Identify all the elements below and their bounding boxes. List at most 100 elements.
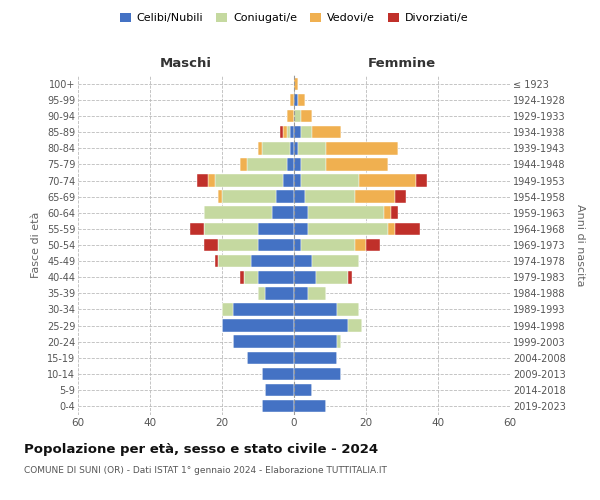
Bar xyxy=(287,110,294,122)
Bar xyxy=(233,303,294,316)
Bar xyxy=(215,255,218,268)
Bar xyxy=(294,400,326,412)
Bar xyxy=(262,368,294,380)
Bar xyxy=(272,206,294,219)
Bar xyxy=(294,238,301,252)
Y-axis label: Fasce di età: Fasce di età xyxy=(31,212,41,278)
Bar xyxy=(290,126,294,138)
Bar xyxy=(265,287,294,300)
Bar xyxy=(265,384,294,396)
Bar xyxy=(204,222,258,235)
Bar xyxy=(301,126,312,138)
Text: Popolazione per età, sesso e stato civile - 2024: Popolazione per età, sesso e stato civil… xyxy=(24,442,378,456)
Bar xyxy=(294,271,316,283)
Bar xyxy=(258,287,265,300)
Bar xyxy=(312,126,341,138)
Bar xyxy=(233,336,294,348)
Bar xyxy=(218,190,222,203)
Bar xyxy=(222,190,276,203)
Bar xyxy=(208,174,215,187)
Bar xyxy=(258,142,262,154)
Bar xyxy=(294,303,337,316)
Bar xyxy=(294,336,337,348)
Bar xyxy=(222,320,294,332)
Bar xyxy=(388,222,395,235)
Bar xyxy=(416,174,427,187)
Bar xyxy=(308,287,326,300)
Bar xyxy=(337,336,341,348)
Bar xyxy=(294,126,301,138)
Bar xyxy=(294,255,312,268)
Bar xyxy=(355,238,366,252)
Bar xyxy=(395,190,406,203)
Bar xyxy=(294,206,308,219)
Bar xyxy=(312,255,359,268)
Text: Maschi: Maschi xyxy=(160,57,212,70)
Legend: Celibi/Nubili, Coniugati/e, Vedovi/e, Divorziati/e: Celibi/Nubili, Coniugati/e, Vedovi/e, Di… xyxy=(115,8,473,28)
Bar xyxy=(276,190,294,203)
Bar xyxy=(215,174,283,187)
Bar xyxy=(366,238,380,252)
Text: Femmine: Femmine xyxy=(368,57,436,70)
Bar xyxy=(326,142,398,154)
Bar xyxy=(294,190,305,203)
Bar xyxy=(294,142,298,154)
Bar xyxy=(204,238,218,252)
Bar xyxy=(294,78,298,90)
Bar xyxy=(294,174,301,187)
Bar xyxy=(301,110,312,122)
Bar xyxy=(294,352,337,364)
Bar xyxy=(218,255,251,268)
Bar xyxy=(395,222,420,235)
Bar xyxy=(222,303,233,316)
Bar xyxy=(294,222,308,235)
Bar xyxy=(258,238,294,252)
Bar xyxy=(197,174,208,187)
Bar xyxy=(294,384,312,396)
Bar xyxy=(337,303,359,316)
Y-axis label: Anni di nascita: Anni di nascita xyxy=(575,204,585,286)
Bar xyxy=(294,368,341,380)
Text: COMUNE DI SUNI (OR) - Dati ISTAT 1° gennaio 2024 - Elaborazione TUTTITALIA.IT: COMUNE DI SUNI (OR) - Dati ISTAT 1° genn… xyxy=(24,466,387,475)
Bar xyxy=(283,126,287,138)
Bar xyxy=(308,206,384,219)
Bar xyxy=(290,142,294,154)
Bar xyxy=(301,158,326,170)
Bar xyxy=(348,271,352,283)
Bar xyxy=(251,255,294,268)
Bar xyxy=(298,142,326,154)
Bar xyxy=(308,222,388,235)
Bar xyxy=(287,158,294,170)
Bar xyxy=(355,190,395,203)
Bar xyxy=(348,320,362,332)
Bar xyxy=(294,110,301,122)
Bar xyxy=(204,206,272,219)
Bar xyxy=(190,222,204,235)
Bar xyxy=(280,126,283,138)
Bar xyxy=(316,271,348,283)
Bar xyxy=(218,238,258,252)
Bar xyxy=(258,222,294,235)
Bar xyxy=(287,126,290,138)
Bar xyxy=(305,190,355,203)
Bar xyxy=(247,158,287,170)
Bar xyxy=(294,287,308,300)
Bar xyxy=(262,142,290,154)
Bar xyxy=(294,320,348,332)
Bar xyxy=(301,174,359,187)
Bar xyxy=(294,94,298,106)
Bar xyxy=(262,400,294,412)
Bar xyxy=(290,94,294,106)
Bar xyxy=(359,174,416,187)
Bar xyxy=(283,174,294,187)
Bar xyxy=(247,352,294,364)
Bar xyxy=(298,94,305,106)
Bar xyxy=(244,271,258,283)
Bar xyxy=(240,158,247,170)
Bar xyxy=(384,206,391,219)
Bar xyxy=(258,271,294,283)
Bar xyxy=(326,158,388,170)
Bar xyxy=(391,206,398,219)
Bar xyxy=(240,271,244,283)
Bar xyxy=(294,158,301,170)
